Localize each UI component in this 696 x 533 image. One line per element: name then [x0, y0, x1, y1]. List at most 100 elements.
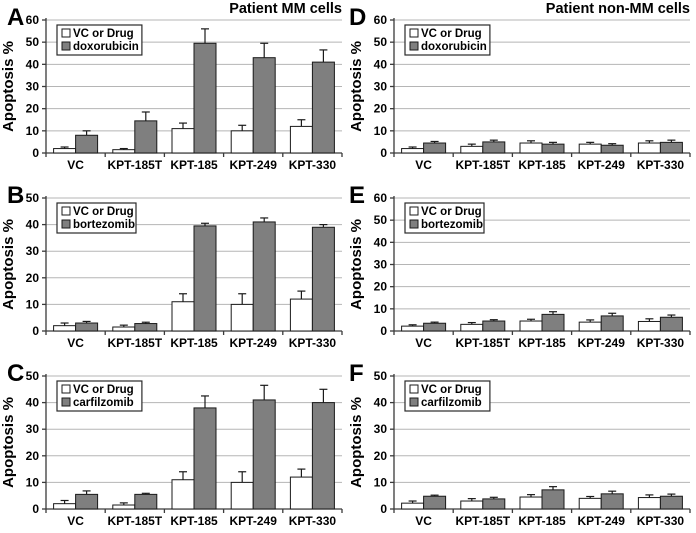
y-tick-label: 10: [374, 302, 388, 316]
legend-label: bortezomib: [421, 219, 483, 231]
panel-A: A Patient MM cells 0 10 20 30 40 50 60 VC KPT-18…: [0, 0, 348, 178]
legend-label: VC or Drug: [73, 206, 134, 218]
y-tick-label: 60: [374, 191, 388, 205]
y-axis-title: Apoptosis %: [0, 41, 17, 132]
y-tick-label: 20: [374, 102, 388, 116]
legend-swatch-gray: [61, 219, 71, 229]
y-tick-label: 0: [380, 502, 387, 516]
bar-bortezomib: [423, 322, 447, 332]
panel-letter-F: F: [349, 360, 364, 387]
bar-VC or Drug: [578, 497, 602, 510]
chart-svg-C: 0 10 20 30 40 50 VC KPT-185T KPT-185 KPT-249 KPT-3…: [0, 369, 343, 528]
column-title-mm-cells: Patient MM cells: [229, 1, 342, 17]
bar-VC or Drug: [53, 148, 77, 154]
x-category-label: KPT-185: [518, 514, 566, 528]
x-category-label: KPT-330: [637, 158, 685, 172]
x-category-label: KPT-185T: [107, 336, 162, 350]
y-tick-label: 40: [26, 57, 40, 71]
x-category-label: KPT-249: [578, 158, 626, 172]
legend-box: [56, 380, 143, 412]
panel-B: B 0 10 20 30 40 50 VC KPT-185T KPT-185 KPT-249 KPT…: [0, 178, 348, 356]
x-category-label: KPT-330: [637, 336, 685, 350]
x-category-label: KPT-249: [230, 158, 278, 172]
legend-swatch-white: [409, 206, 419, 216]
bar-VC or Drug: [519, 320, 543, 332]
y-tick-label: 0: [380, 324, 387, 338]
x-category-label: KPT-249: [578, 514, 626, 528]
bar-VC or Drug: [112, 504, 136, 510]
y-tick-label: 20: [374, 449, 388, 463]
legend-swatch-white: [61, 206, 71, 216]
legend-label: VC or Drug: [421, 384, 482, 396]
legend-swatch-white: [61, 384, 71, 394]
bar-bortezomib: [252, 221, 276, 332]
bar-carfilzomib: [134, 493, 158, 510]
x-category-label: KPT-330: [289, 514, 337, 528]
bar-bortezomib: [134, 323, 158, 332]
panel-letter-E: E: [349, 182, 366, 209]
bar-doxorubicin: [482, 141, 506, 154]
y-axis-title: Apoptosis %: [0, 397, 17, 488]
bar-carfilzomib: [252, 399, 276, 510]
column-title-non-mm-cells: Patient non-MM cells: [545, 1, 690, 17]
bar-VC or Drug: [230, 303, 254, 332]
bar-bortezomib: [311, 226, 335, 332]
y-tick-label: 10: [26, 475, 40, 489]
bar-carfilzomib: [482, 498, 506, 510]
bar-bortezomib: [75, 322, 99, 332]
bar-doxorubicin: [311, 61, 335, 154]
x-category-label: KPT-185T: [107, 158, 162, 172]
x-category-label: KPT-185: [170, 514, 218, 528]
y-tick-label: 0: [32, 146, 39, 160]
y-tick-label: 50: [26, 191, 40, 205]
bar-bortezomib: [193, 225, 217, 332]
x-category-label: VC: [415, 158, 432, 172]
bar-VC or Drug: [112, 326, 136, 332]
y-tick-label: 10: [374, 124, 388, 138]
x-category-label: KPT-185: [170, 158, 218, 172]
legend-swatch-white: [409, 384, 419, 394]
y-tick-label: 20: [26, 271, 40, 285]
panel-D: D Patient non-MM cells 0 10 20 30 40 50 60 VC KP…: [348, 0, 696, 178]
bar-doxorubicin: [659, 141, 683, 154]
bar-VC or Drug: [578, 143, 602, 154]
bar-bortezomib: [600, 315, 624, 332]
x-category-label: KPT-185T: [107, 514, 162, 528]
chart-svg-E: 0 10 20 30 40 50 60 VC KPT-185T KPT-185 KPT-249 KPT…: [348, 191, 691, 350]
y-tick-label: 50: [374, 369, 388, 383]
y-tick-label: 30: [26, 422, 40, 436]
legend-label: bortezomib: [73, 219, 135, 231]
bar-doxorubicin: [252, 57, 276, 154]
x-category-label: KPT-330: [289, 336, 337, 350]
y-tick-label: 0: [380, 146, 387, 160]
legend-swatch-gray: [409, 219, 419, 229]
bar-carfilzomib: [311, 402, 335, 510]
y-tick-label: 40: [374, 396, 388, 410]
legend-label: VC or Drug: [421, 28, 482, 40]
bar-VC or Drug: [53, 325, 77, 332]
y-tick-label: 40: [26, 396, 40, 410]
panel-E: E 0 10 20 30 40 50 60 VC KPT-185T KPT-185 KPT-249 K…: [348, 178, 696, 356]
legend-label: VC or Drug: [73, 28, 134, 40]
bar-VC or Drug: [460, 500, 484, 510]
bar-VC or Drug: [401, 148, 425, 154]
y-tick-label: 20: [26, 449, 40, 463]
bar-doxorubicin: [134, 120, 158, 154]
bar-bortezomib: [659, 316, 683, 332]
legend-swatch-gray: [409, 41, 419, 51]
x-category-label: KPT-249: [578, 336, 626, 350]
y-tick-label: 30: [26, 80, 40, 94]
bar-VC or Drug: [112, 149, 136, 154]
bar-VC or Drug: [460, 323, 484, 332]
bar-carfilzomib: [659, 495, 683, 510]
y-tick-label: 50: [26, 35, 40, 49]
y-tick-label: 10: [26, 124, 40, 138]
x-category-label: KPT-185: [518, 336, 566, 350]
y-tick-label: 40: [374, 235, 388, 249]
x-category-label: VC: [415, 336, 432, 350]
bar-VC or Drug: [578, 321, 602, 332]
panel-letter-C: C: [7, 360, 25, 387]
legend-swatch-white: [409, 28, 419, 38]
x-category-label: KPT-185T: [455, 514, 510, 528]
